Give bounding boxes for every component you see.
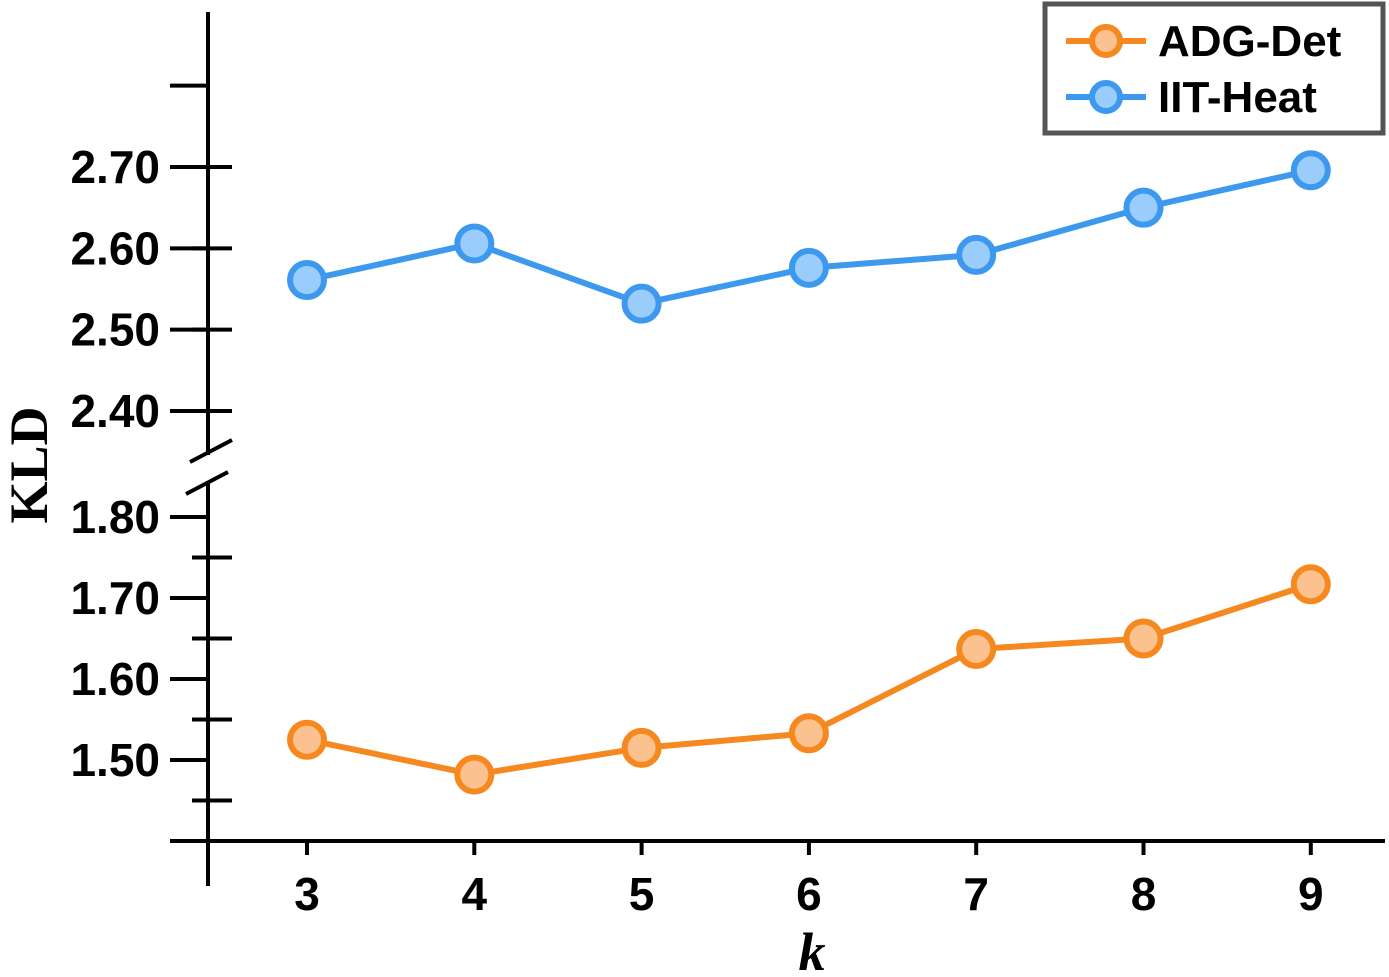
legend-marker-iit-heat (1089, 80, 1123, 114)
x-axis-title: k (799, 922, 826, 977)
x-tick-label: 4 (462, 868, 488, 920)
y-tick-label: 1.80 (70, 491, 160, 543)
axis-ticks: 1.50 1.60 1.70 1.80 2.40 2.50 2.60 2.70 3 4 5 6 7 8 9 (70, 83, 1324, 920)
series-layer (287, 150, 1331, 795)
data-point-adg-det (287, 719, 327, 760)
y-tick-label: 2.40 (70, 385, 160, 437)
y-tick-label: 1.70 (70, 572, 160, 624)
x-tick-label: 7 (963, 868, 989, 920)
legend-label-adg-det: ADG-Det (1158, 17, 1342, 66)
data-point-adg-det (788, 713, 829, 754)
data-point-adg-det (1290, 564, 1331, 605)
x-tick-label: 8 (1131, 868, 1157, 920)
legend-label-iit-heat: IIT-Heat (1158, 73, 1317, 122)
data-point-iit-heat (454, 223, 495, 264)
y-tick-label: 2.70 (70, 141, 160, 193)
data-point-iit-heat (788, 247, 829, 288)
y-tick-label: 1.50 (70, 734, 160, 786)
data-point-adg-det (956, 629, 997, 670)
axis-break-mark (189, 438, 233, 464)
y-tick-label: 1.60 (70, 653, 160, 705)
data-point-adg-det (454, 754, 495, 795)
data-point-iit-heat (621, 283, 662, 324)
x-tick-label: 6 (796, 868, 822, 920)
data-point-iit-heat (1290, 150, 1331, 191)
data-point-iit-heat (287, 260, 327, 301)
legend: ADG-Det IIT-Heat (1042, 1, 1386, 136)
data-point-adg-det (1123, 618, 1164, 659)
data-point-adg-det (621, 727, 662, 768)
axes (170, 12, 1385, 886)
data-point-iit-heat (1123, 187, 1164, 228)
x-tick-label: 9 (1298, 868, 1324, 920)
y-tick-label: 2.50 (70, 304, 160, 356)
legend-marker-adg-det (1089, 24, 1123, 58)
y-axis-title: KLD (0, 406, 59, 523)
data-point-iit-heat (956, 234, 997, 275)
axis-break-mark (185, 470, 229, 496)
x-tick-label: 5 (629, 868, 655, 920)
y-tick-label: 2.60 (70, 222, 160, 274)
x-tick-label: 3 (294, 868, 320, 920)
